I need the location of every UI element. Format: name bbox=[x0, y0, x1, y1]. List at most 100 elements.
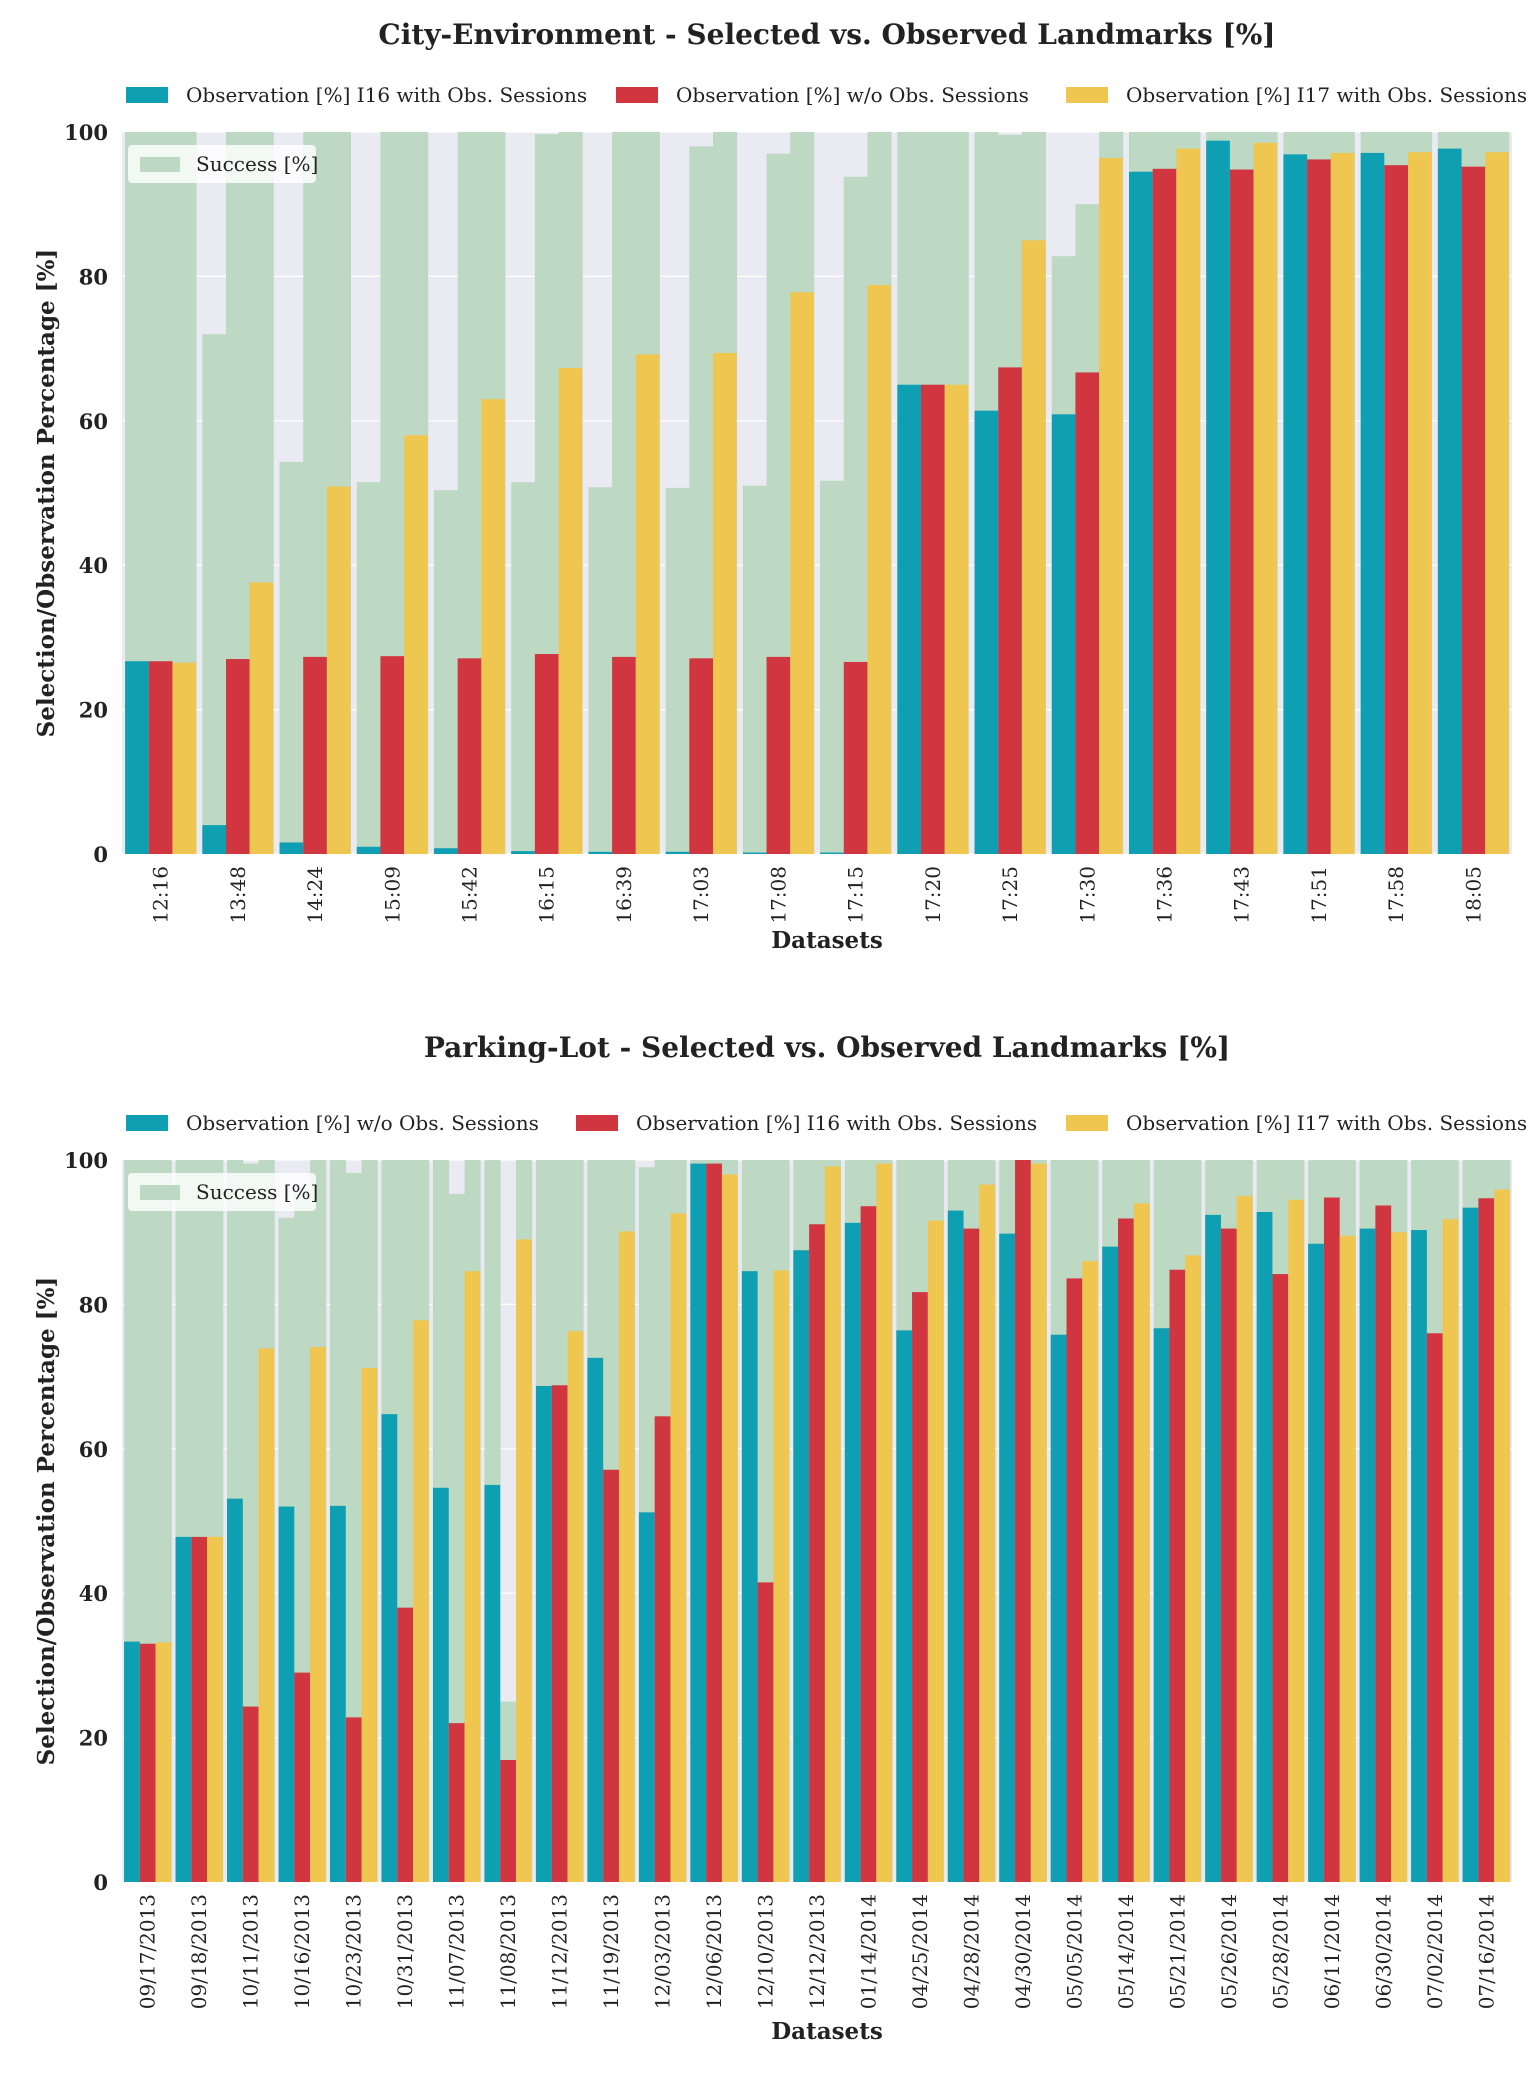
bar bbox=[1307, 159, 1331, 854]
bar bbox=[1220, 1228, 1237, 1882]
legend-label: Observation [%] w/o Obs. Sessions bbox=[676, 83, 1029, 107]
x-tick-label: 17:03 bbox=[689, 866, 713, 924]
bar bbox=[824, 1166, 841, 1882]
x-axis-label: Datasets bbox=[771, 927, 883, 954]
x-tick-label: 04/28/2014 bbox=[959, 1894, 983, 2009]
success-bar bbox=[202, 334, 227, 854]
bar bbox=[1442, 1219, 1459, 1882]
bar bbox=[1169, 1269, 1186, 1882]
bar bbox=[757, 1582, 774, 1882]
bar bbox=[1075, 372, 1100, 854]
bar bbox=[1206, 140, 1230, 854]
x-tick-label: 05/14/2014 bbox=[1114, 1894, 1138, 2009]
bar bbox=[1099, 157, 1123, 854]
bar bbox=[793, 1250, 810, 1882]
x-tick-label: 14:24 bbox=[303, 866, 327, 924]
bar bbox=[706, 1163, 722, 1882]
bar bbox=[242, 1706, 259, 1882]
bar bbox=[397, 1607, 414, 1882]
y-tick-label: 0 bbox=[93, 1870, 108, 1895]
bar bbox=[329, 1505, 346, 1882]
bar bbox=[670, 1213, 687, 1882]
bar bbox=[278, 1506, 295, 1882]
x-tick-label: 09/17/2013 bbox=[136, 1894, 160, 2009]
bar bbox=[1236, 1196, 1253, 1882]
bar bbox=[1117, 1218, 1134, 1882]
bar bbox=[225, 659, 250, 854]
bar bbox=[1185, 1255, 1202, 1882]
chart-title: City-Environment - Selected vs. Observed… bbox=[378, 18, 1275, 51]
bar bbox=[1384, 165, 1409, 854]
legend-swatch bbox=[140, 1185, 180, 1200]
bar bbox=[1308, 1243, 1324, 1882]
y-tick-label: 40 bbox=[79, 553, 108, 578]
bar bbox=[1461, 166, 1486, 854]
bar bbox=[567, 1331, 584, 1882]
bar bbox=[303, 656, 327, 854]
bar bbox=[310, 1346, 326, 1882]
x-tick-label: 06/11/2014 bbox=[1320, 1894, 1344, 2009]
success-bar bbox=[588, 487, 613, 854]
x-tick-label: 17:58 bbox=[1384, 866, 1408, 924]
success-bar bbox=[279, 461, 304, 854]
bar bbox=[361, 1367, 378, 1882]
bar bbox=[381, 1414, 398, 1882]
bar bbox=[689, 658, 714, 854]
x-tick-label: 17:08 bbox=[766, 866, 790, 924]
bar bbox=[258, 1348, 275, 1882]
bar bbox=[618, 1231, 635, 1882]
x-axis-label: Datasets bbox=[771, 2018, 883, 2045]
y-tick-label: 100 bbox=[64, 1148, 108, 1173]
bar bbox=[690, 1163, 707, 1882]
x-tick-label: 10/11/2013 bbox=[239, 1894, 263, 2009]
y-tick-label: 80 bbox=[79, 1292, 108, 1317]
bar bbox=[790, 292, 814, 854]
legend-swatch bbox=[126, 87, 168, 103]
success-bar bbox=[242, 1163, 259, 1882]
x-tick-label: 05/26/2014 bbox=[1217, 1894, 1241, 2009]
success-bar bbox=[665, 487, 690, 854]
x-tick-label: 17:20 bbox=[921, 866, 945, 924]
bar bbox=[125, 661, 149, 854]
bar bbox=[1128, 171, 1153, 854]
bar bbox=[998, 367, 1022, 854]
success-bar bbox=[433, 490, 459, 854]
legend-swatch bbox=[616, 87, 658, 103]
bar bbox=[979, 1184, 996, 1882]
bar bbox=[860, 1206, 877, 1882]
x-tick-label: 11/12/2013 bbox=[548, 1894, 572, 2009]
bar bbox=[1375, 1205, 1392, 1882]
y-axis-label: Selection/Observation Percentage [%] bbox=[33, 1277, 60, 1766]
bar bbox=[432, 1487, 449, 1882]
legend-swatch bbox=[1066, 1115, 1108, 1131]
bar bbox=[191, 1536, 208, 1882]
bar bbox=[638, 1512, 655, 1882]
x-tick-label: 10/23/2013 bbox=[342, 1894, 366, 2009]
inner-legend-box bbox=[128, 1173, 316, 1211]
y-tick-label: 20 bbox=[79, 698, 108, 723]
bar bbox=[148, 661, 173, 854]
bar bbox=[535, 1385, 552, 1882]
x-tick-label: 18:05 bbox=[1461, 866, 1485, 924]
x-tick-label: 17:30 bbox=[1075, 866, 1099, 924]
bar bbox=[1229, 169, 1254, 854]
bar bbox=[1283, 154, 1308, 854]
bar bbox=[1152, 168, 1177, 854]
bar bbox=[1030, 1163, 1047, 1882]
bar bbox=[380, 656, 405, 854]
x-tick-label: 07/02/2014 bbox=[1423, 1894, 1447, 2009]
legend-swatch bbox=[1066, 87, 1108, 103]
x-tick-label: 10/16/2013 bbox=[290, 1894, 314, 2009]
bar bbox=[448, 1723, 465, 1882]
bar bbox=[1462, 1207, 1479, 1882]
x-tick-label: 12:16 bbox=[149, 866, 173, 924]
bar bbox=[1330, 152, 1355, 855]
bar bbox=[1272, 1274, 1289, 1882]
bar bbox=[741, 1271, 758, 1882]
success-bar bbox=[820, 480, 845, 854]
bar bbox=[867, 285, 892, 855]
bar bbox=[912, 1292, 928, 1882]
bar bbox=[1494, 1189, 1510, 1882]
bar bbox=[713, 352, 737, 854]
